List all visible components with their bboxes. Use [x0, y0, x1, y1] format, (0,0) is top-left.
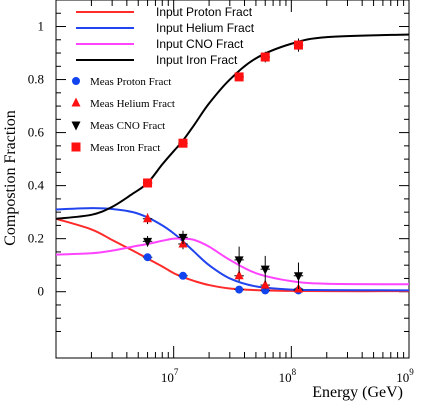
point-square: [143, 178, 153, 188]
x-tick-label: 107: [161, 367, 179, 385]
measured-points: [142, 38, 304, 295]
model-curves: [55, 33, 410, 293]
curve-2: [55, 237, 410, 286]
y-tick-label: 0.4: [28, 178, 45, 193]
x-axis-title: Energy (GeV): [312, 384, 403, 401]
x-tick-label: 109: [396, 367, 414, 385]
curve-1: [55, 207, 410, 292]
point-triangle-down: [178, 233, 188, 243]
y-tick-label: 0.6: [28, 125, 45, 140]
point-triangle-up: [71, 97, 81, 107]
point-triangle-down: [293, 272, 303, 282]
legend-label: Input Proton Fract: [156, 5, 253, 19]
legend-label: Meas Proton Fract: [90, 76, 171, 88]
legend-label: Input Iron Fract: [156, 53, 238, 67]
y-tick-label: 0.2: [28, 231, 44, 246]
point-circle: [72, 77, 80, 85]
x-tick-label: 108: [279, 367, 297, 385]
legend-label: Meas CNO Fract: [90, 120, 165, 132]
point-circle: [235, 285, 244, 294]
point-triangle-up: [234, 270, 244, 280]
plot-frame: [55, 0, 410, 359]
y-tick-label: 0.8: [28, 72, 44, 87]
point-triangle-up: [143, 213, 153, 223]
legend-label: Input Helium Fract: [156, 21, 255, 35]
y-tick-label: 1: [38, 19, 45, 34]
point-square: [71, 142, 81, 152]
axis-ticks: 0 0.2 0.4 0.6 0.8 1 107 108 109: [28, 0, 414, 385]
y-tick-label: 0: [38, 284, 45, 299]
point-triangle-down: [260, 265, 270, 275]
point-square: [178, 138, 188, 148]
point-triangle-down: [71, 121, 81, 131]
point-circle: [178, 271, 187, 280]
legend-label: Input CNO Fract: [156, 37, 244, 51]
point-triangle-down: [234, 256, 244, 266]
point-triangle-up: [260, 279, 270, 289]
point-triangle-down: [143, 237, 153, 247]
point-square: [293, 40, 303, 50]
legend-label: Meas Helium Fract: [90, 98, 175, 110]
y-axis-title: Compostion Fraction: [2, 110, 19, 246]
legend-label: Meas Iron Fract: [90, 142, 160, 154]
point-square: [260, 52, 270, 62]
point-circle: [143, 253, 152, 262]
point-square: [234, 72, 244, 82]
legend: Input Proton Fract Input Helium Fract Inpu…: [71, 5, 255, 154]
